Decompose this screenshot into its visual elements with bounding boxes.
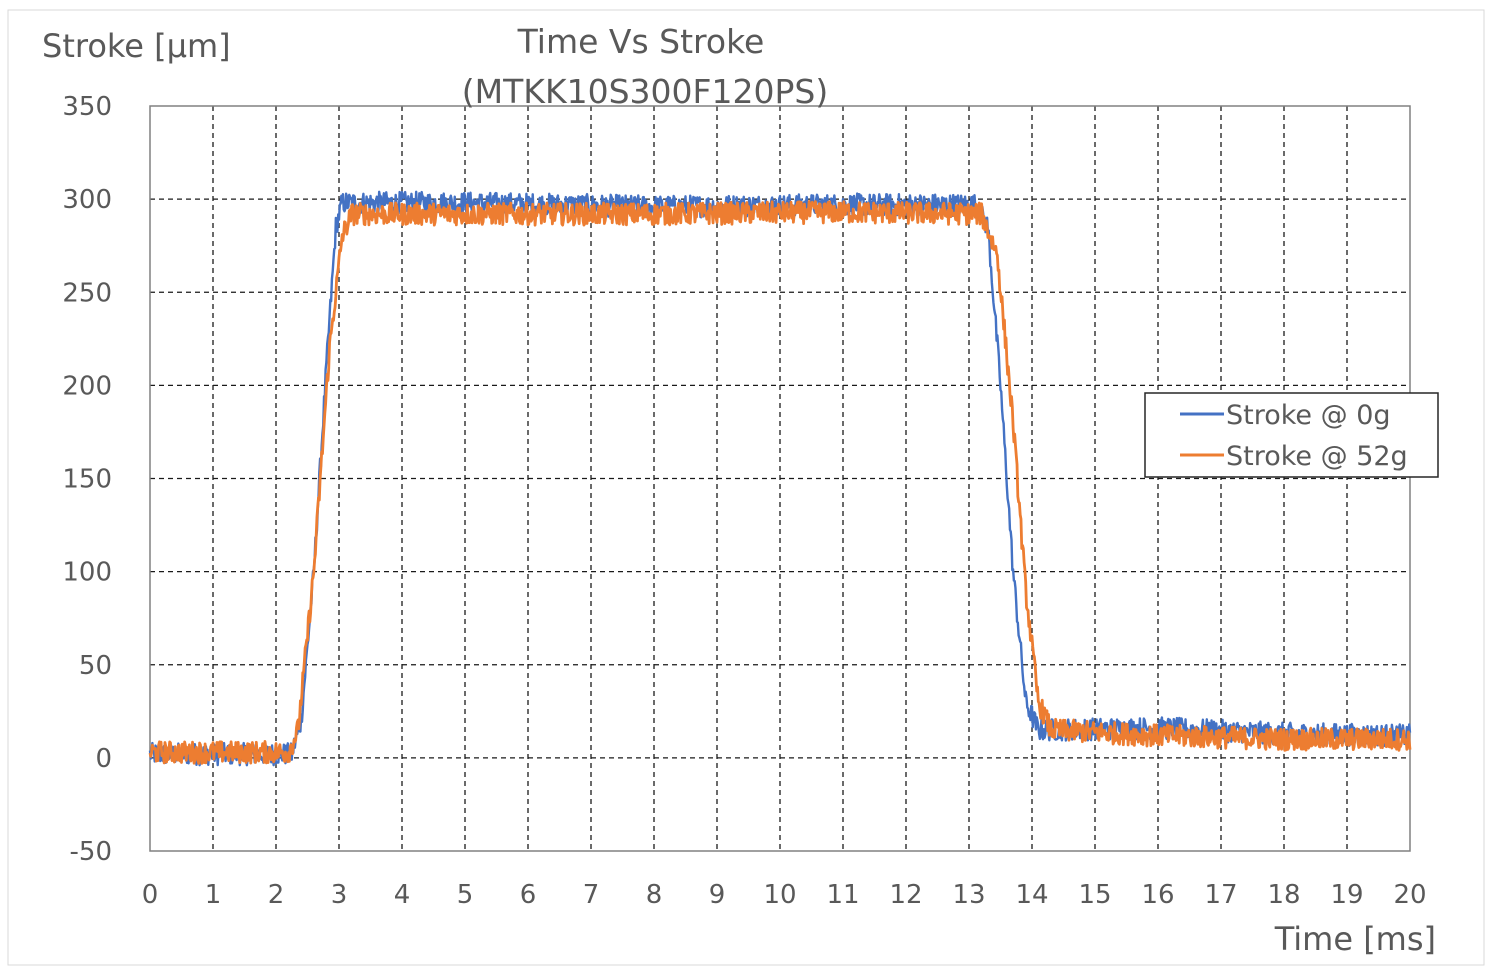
legend-label-series-2: Stroke @ 52g bbox=[1226, 441, 1408, 472]
x-tick-label: 2 bbox=[268, 880, 285, 910]
x-tick-label: 7 bbox=[583, 880, 600, 910]
chart-subtitle: (MTKK10S300F120PS) bbox=[462, 72, 828, 111]
chart-title: Time Vs Stroke bbox=[517, 22, 765, 61]
x-tick-label: 8 bbox=[646, 880, 663, 910]
series-line-2 bbox=[148, 200, 1412, 765]
y-tick-label: 0 bbox=[95, 744, 112, 774]
plot-area-border bbox=[149, 105, 1411, 852]
x-tick-label: 19 bbox=[1330, 880, 1363, 910]
y-tick-label: 200 bbox=[62, 371, 112, 401]
x-tick-label: 10 bbox=[763, 880, 796, 910]
x-tick-label: 18 bbox=[1267, 880, 1300, 910]
legend: Stroke @ 0g Stroke @ 52g bbox=[1144, 392, 1439, 478]
legend-label-series-1: Stroke @ 0g bbox=[1226, 400, 1391, 431]
x-axis-label: Time [ms] bbox=[1274, 920, 1436, 958]
x-tick-label: 5 bbox=[457, 880, 474, 910]
y-tick-label: -50 bbox=[70, 837, 112, 867]
y-tick-label: 100 bbox=[62, 558, 112, 588]
x-tick-label: 6 bbox=[520, 880, 537, 910]
y-tick-label: 300 bbox=[62, 185, 112, 215]
y-tick-label: 250 bbox=[62, 278, 112, 308]
x-tick-label: 9 bbox=[709, 880, 726, 910]
x-tick-label: 3 bbox=[331, 880, 348, 910]
chart-background bbox=[7, 9, 1485, 966]
x-tick-label: 15 bbox=[1078, 880, 1111, 910]
x-tick-label: 20 bbox=[1393, 880, 1426, 910]
x-tick-label: 4 bbox=[394, 880, 411, 910]
grid bbox=[150, 106, 1410, 851]
legend-box bbox=[1144, 392, 1439, 478]
x-tick-label: 0 bbox=[142, 880, 159, 910]
x-axis-ticks: 0 1 2 3 4 5 6 7 8 9 10 11 12 13 14 15 16 17 18 19 20 bbox=[142, 880, 1427, 910]
series-layer bbox=[148, 190, 1412, 767]
y-tick-label: 150 bbox=[62, 465, 112, 495]
x-tick-label: 14 bbox=[1015, 880, 1048, 910]
y-axis-label: Stroke [µm] bbox=[42, 27, 231, 65]
x-tick-label: 1 bbox=[205, 880, 222, 910]
x-tick-label: 12 bbox=[889, 880, 922, 910]
y-tick-label: 50 bbox=[79, 651, 112, 681]
x-tick-label: 16 bbox=[1141, 880, 1174, 910]
y-tick-label: 350 bbox=[62, 92, 112, 122]
x-tick-label: 13 bbox=[952, 880, 985, 910]
x-tick-label: 17 bbox=[1204, 880, 1237, 910]
y-axis-ticks: 350 300 250 200 150 100 50 0 -50 bbox=[62, 92, 112, 867]
x-tick-label: 11 bbox=[826, 880, 859, 910]
